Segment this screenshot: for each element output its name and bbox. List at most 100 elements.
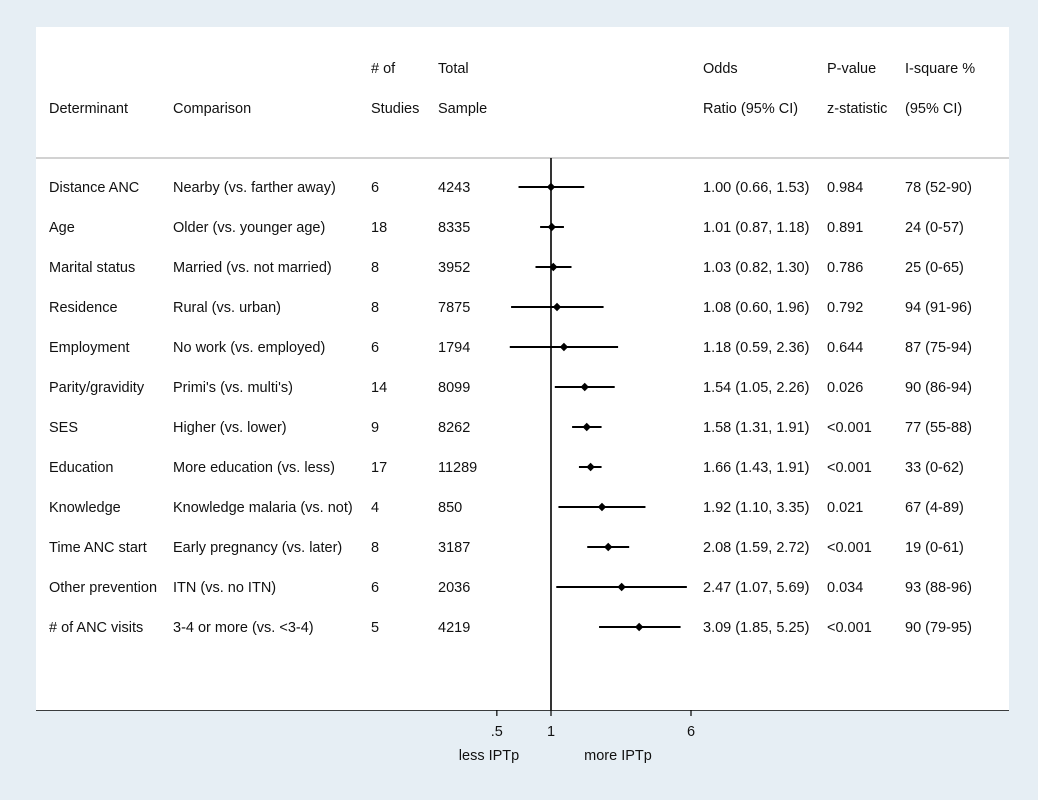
row-p-value: 0.026 bbox=[827, 380, 863, 396]
row-studies: 8 bbox=[371, 300, 379, 316]
row-odds-ratio: 2.08 (1.59, 2.72) bbox=[703, 540, 809, 556]
row-comparison: Primi's (vs. multi's) bbox=[173, 380, 293, 396]
row-determinant: Knowledge bbox=[49, 500, 121, 516]
row-studies: 18 bbox=[371, 220, 387, 236]
row-odds-ratio: 1.01 (0.87, 1.18) bbox=[703, 220, 809, 236]
row-comparison: No work (vs. employed) bbox=[173, 340, 325, 356]
table-row: Marital status Married (vs. not married) 8… bbox=[49, 260, 964, 276]
estimate-diamond bbox=[634, 622, 644, 632]
estimate-diamond bbox=[604, 542, 613, 552]
row-determinant: Employment bbox=[49, 340, 130, 356]
estimate-diamond bbox=[559, 342, 569, 352]
estimate-diamond bbox=[617, 582, 626, 592]
row-comparison: Higher (vs. lower) bbox=[173, 420, 287, 436]
row-i-square: 67 (4-89) bbox=[905, 500, 964, 516]
row-odds-ratio: 1.54 (1.05, 2.26) bbox=[703, 380, 809, 396]
row-studies: 4 bbox=[371, 500, 379, 516]
header-p-line2: z-statistic bbox=[827, 101, 887, 117]
header-sample-line2: Sample bbox=[438, 101, 487, 117]
row-studies: 8 bbox=[371, 540, 379, 556]
row-comparison: Nearby (vs. farther away) bbox=[173, 180, 336, 196]
row-sample: 850 bbox=[438, 500, 462, 516]
table-row: Parity/gravidity Primi's (vs. multi's) 14 8… bbox=[49, 380, 972, 396]
row-comparison: Knowledge malaria (vs. not) bbox=[173, 500, 353, 516]
row-comparison: More education (vs. less) bbox=[173, 460, 335, 476]
estimate-diamond bbox=[582, 422, 591, 432]
row-studies: 5 bbox=[371, 620, 379, 636]
row-p-value: <0.001 bbox=[827, 460, 872, 476]
table-row: # of ANC visits 3-4 or more (vs. <3-4) 5 42… bbox=[49, 620, 972, 636]
row-determinant: # of ANC visits bbox=[49, 620, 143, 636]
row-odds-ratio: 1.66 (1.43, 1.91) bbox=[703, 460, 809, 476]
row-studies: 8 bbox=[371, 260, 379, 276]
row-sample: 8262 bbox=[438, 420, 470, 436]
x-tick-label: 6 bbox=[687, 724, 695, 740]
row-p-value: <0.001 bbox=[827, 620, 872, 636]
estimate-diamond bbox=[546, 182, 556, 192]
row-i-square: 78 (52-90) bbox=[905, 180, 972, 196]
table-row: Other prevention ITN (vs. no ITN) 6 2036 2.4… bbox=[49, 580, 972, 596]
row-sample: 3952 bbox=[438, 260, 470, 276]
x-axis-label-right: more IPTp bbox=[584, 748, 652, 764]
row-odds-ratio: 1.00 (0.66, 1.53) bbox=[703, 180, 809, 196]
row-p-value: 0.034 bbox=[827, 580, 863, 596]
row-determinant: Residence bbox=[49, 300, 118, 316]
header-p-line1: P-value bbox=[827, 61, 876, 77]
header-comparison-line2: Comparison bbox=[173, 101, 251, 117]
table-row: Time ANC start Early pregnancy (vs. later… bbox=[49, 540, 964, 556]
row-i-square: 90 (79-95) bbox=[905, 620, 972, 636]
row-i-square: 90 (86-94) bbox=[905, 380, 972, 396]
row-odds-ratio: 1.03 (0.82, 1.30) bbox=[703, 260, 809, 276]
estimate-diamond bbox=[552, 302, 562, 312]
header-determinant-line2: Determinant bbox=[49, 101, 128, 117]
row-studies: 17 bbox=[371, 460, 387, 476]
forest-plot: Determinant Comparison # of Studies Total Sam… bbox=[36, 61, 1009, 710]
row-determinant: Education bbox=[49, 460, 114, 476]
row-i-square: 77 (55-88) bbox=[905, 420, 972, 436]
row-sample: 3187 bbox=[438, 540, 470, 556]
table-row: Employment No work (vs. employed) 6 1794 1.1… bbox=[49, 340, 972, 356]
row-i-square: 93 (88-96) bbox=[905, 580, 972, 596]
row-determinant: Age bbox=[49, 220, 75, 236]
row-determinant: Marital status bbox=[49, 260, 135, 276]
row-odds-ratio: 2.47 (1.07, 5.69) bbox=[703, 580, 809, 596]
table-row: Residence Rural (vs. urban) 8 7875 1.08 (0.6… bbox=[49, 300, 972, 316]
header-studies-line1: # of bbox=[371, 61, 396, 77]
x-tick-label: 1 bbox=[547, 724, 555, 740]
table-row: Age Older (vs. younger age) 18 8335 1.01 (0.… bbox=[49, 220, 964, 236]
header-sample-line1: Total bbox=[438, 61, 469, 77]
row-odds-ratio: 1.18 (0.59, 2.36) bbox=[703, 340, 809, 356]
row-determinant: Distance ANC bbox=[49, 180, 139, 196]
row-studies: 6 bbox=[371, 580, 379, 596]
row-p-value: 0.786 bbox=[827, 260, 863, 276]
x-tick-label: .5 bbox=[491, 724, 503, 740]
row-i-square: 87 (75-94) bbox=[905, 340, 972, 356]
row-p-value: 0.792 bbox=[827, 300, 863, 316]
row-p-value: 0.891 bbox=[827, 220, 863, 236]
row-studies: 14 bbox=[371, 380, 387, 396]
row-p-value: 0.021 bbox=[827, 500, 863, 516]
row-determinant: Other prevention bbox=[49, 580, 157, 596]
row-p-value: 0.984 bbox=[827, 180, 863, 196]
row-p-value: <0.001 bbox=[827, 540, 872, 556]
row-sample: 4219 bbox=[438, 620, 470, 636]
row-sample: 8099 bbox=[438, 380, 470, 396]
row-sample: 7875 bbox=[438, 300, 470, 316]
row-determinant: Time ANC start bbox=[49, 540, 147, 556]
study-rows: Distance ANC Nearby (vs. farther away) 6 42… bbox=[49, 180, 972, 636]
row-sample: 2036 bbox=[438, 580, 470, 596]
row-comparison: ITN (vs. no ITN) bbox=[173, 580, 276, 596]
row-studies: 6 bbox=[371, 180, 379, 196]
row-studies: 9 bbox=[371, 420, 379, 436]
row-i-square: 19 (0-61) bbox=[905, 540, 964, 556]
row-sample: 4243 bbox=[438, 180, 470, 196]
estimate-diamond bbox=[580, 382, 589, 392]
estimate-diamond bbox=[597, 502, 607, 512]
header-i2-line2: (95% CI) bbox=[905, 101, 962, 117]
row-sample: 1794 bbox=[438, 340, 470, 356]
row-sample: 8335 bbox=[438, 220, 470, 236]
x-axis-label-left: less IPTp bbox=[459, 748, 519, 764]
table-row: Education More education (vs. less) 17 1128… bbox=[49, 460, 964, 476]
column-headers: Determinant Comparison # of Studies Total Sam… bbox=[49, 61, 975, 117]
estimate-diamond bbox=[547, 222, 556, 232]
